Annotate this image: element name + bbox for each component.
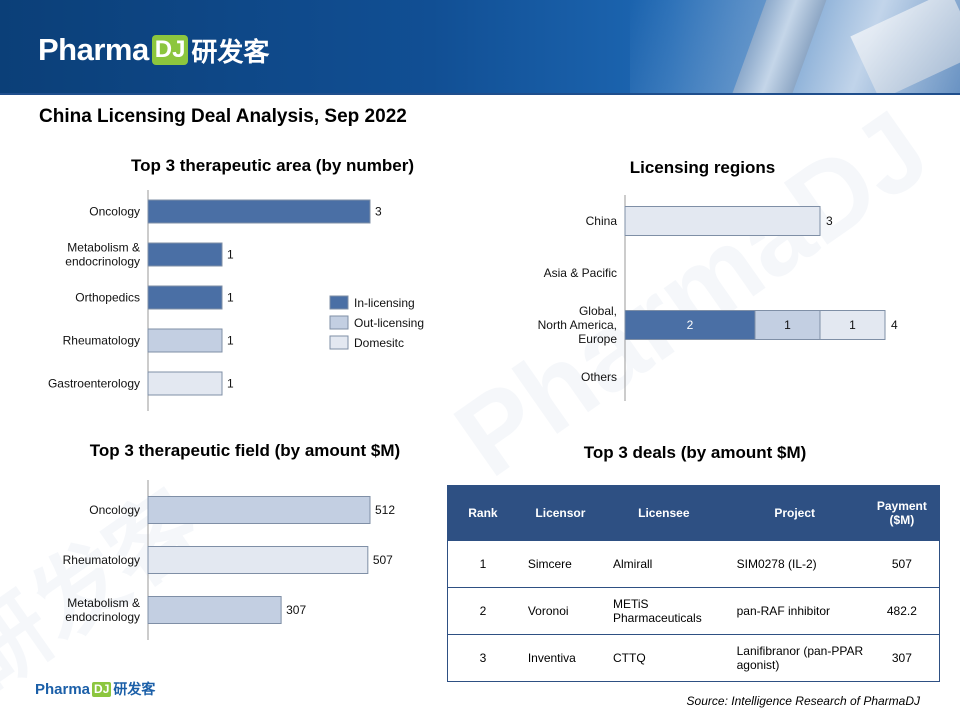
top-deals-table: Rank Licensor Licensee Project Payment (… [447,485,940,682]
legend-swatch [329,315,349,330]
data-label: 307 [286,603,306,617]
data-label: 507 [373,553,393,567]
category-label: Metabolism & endocrinology [65,241,140,269]
bar-segment [624,206,821,236]
cell-licensee: Almirall [603,540,725,588]
segment-label: 2 [687,318,694,332]
table-header-row: Rank Licensor Licensee Project Payment (… [447,485,940,541]
logo-cn: 研发客 [191,36,270,67]
chart-therapeutic-field: Oncology 512 Rheumatology 507 Metabolism & en… [63,480,395,640]
header-banner: Pharma DJ 研发客 [0,0,960,93]
bar [147,371,223,396]
cell-licensor: Inventiva [517,634,603,682]
category-label: Others [581,370,617,384]
table-title-top-deals: Top 3 deals (by amount $M) [583,443,807,462]
footer-logo-cn: 研发客 [113,681,156,697]
bar-segment [819,310,886,340]
category-label: Global, North America, Europe [538,304,618,346]
bar-segment [754,310,821,340]
data-label: 3 [375,205,382,219]
footer-logo: Pharma DJ 研发客 [35,679,155,699]
segment-label: 1 [784,318,791,332]
source-note: Source: Intelligence Research of PharmaD… [686,694,920,708]
cell-licensor: Voronoi [517,587,603,635]
cell-project: Lanifibranor (pan-PPAR agonist) [724,634,865,682]
table-row: 2 Voronoi METiS Pharmaceuticals pan-RAF … [447,587,940,635]
legend-label: Out-licensing [354,316,424,330]
bar [147,199,371,224]
chart-title-regions: Licensing regions [629,158,776,177]
bar [147,496,371,524]
table-row: 1 Simcere Almirall SIM0278 (IL-2) 507 [447,540,940,588]
cell-rank: 1 [447,540,518,588]
logo-word: Pharma [38,32,149,67]
header-divider [0,93,960,95]
category-label: Asia & Pacific [544,266,617,280]
brand-logo: Pharma DJ 研发客 [38,32,270,67]
category-label: Rheumatology [63,553,140,567]
category-label: Oncology [89,503,140,517]
category-label: China [586,214,618,228]
table-row: 3 Inventiva CTTQ Lanifibranor (pan-PPAR … [447,634,940,682]
segment-label: 1 [849,318,856,332]
chart-therapeutic-area: Oncology 3 Metabolism & endocrinology 1 Ortho… [48,190,424,411]
bar [147,285,223,310]
footer-logo-word: Pharma [35,680,91,698]
cell-rank: 2 [447,587,518,635]
bar [147,328,223,353]
legend-label: Domesitc [354,336,404,350]
col-licensor: Licensor [517,485,603,541]
legend-swatch [329,335,349,350]
category-label: Gastroenterology [48,377,140,391]
page-title: China Licensing Deal Analysis, Sep 2022 [39,106,407,127]
cell-licensor: Simcere [517,540,603,588]
bar [147,546,369,574]
col-payment: Payment ($M) [864,485,940,541]
category-label: Orthopedics [75,291,140,305]
col-rank: Rank [447,485,518,541]
data-label: 1 [227,334,234,348]
category-label: Oncology [89,205,140,219]
legend-swatch [329,295,349,310]
footer-logo-badge: DJ [92,681,112,697]
lab-photo [630,0,960,93]
category-label: Rheumatology [63,334,140,348]
col-licensee: Licensee [603,485,725,541]
bar-segment [624,310,756,340]
category-label: Metabolism & endocrinology [65,596,140,624]
cell-rank: 3 [447,634,518,682]
bar [147,596,282,624]
logo-badge: DJ [151,35,189,65]
chart-title-area-number: Top 3 therapeutic area (by number) [130,156,415,175]
data-label: 512 [375,503,395,517]
cell-licensee: METiS Pharmaceuticals [603,587,725,635]
cell-project: SIM0278 (IL-2) [724,540,865,588]
cell-payment: 507 [864,540,940,588]
chart-title-field-amount: Top 3 therapeutic field (by amount $M) [89,441,401,460]
cell-payment: 482.2 [864,587,940,635]
data-label: 1 [227,291,234,305]
total-label: 3 [826,214,833,228]
cell-project: pan-RAF inhibitor [724,587,865,635]
data-label: 1 [227,377,234,391]
chart-licensing-regions: China 3 Asia & Pacific Global, North America… [538,195,898,401]
total-label: 4 [891,318,898,332]
data-label: 1 [227,248,234,262]
cell-payment: 307 [864,634,940,682]
legend-label: In-licensing [354,296,415,310]
col-project: Project [724,485,865,541]
cell-licensee: CTTQ [603,634,725,682]
bar [147,242,223,267]
